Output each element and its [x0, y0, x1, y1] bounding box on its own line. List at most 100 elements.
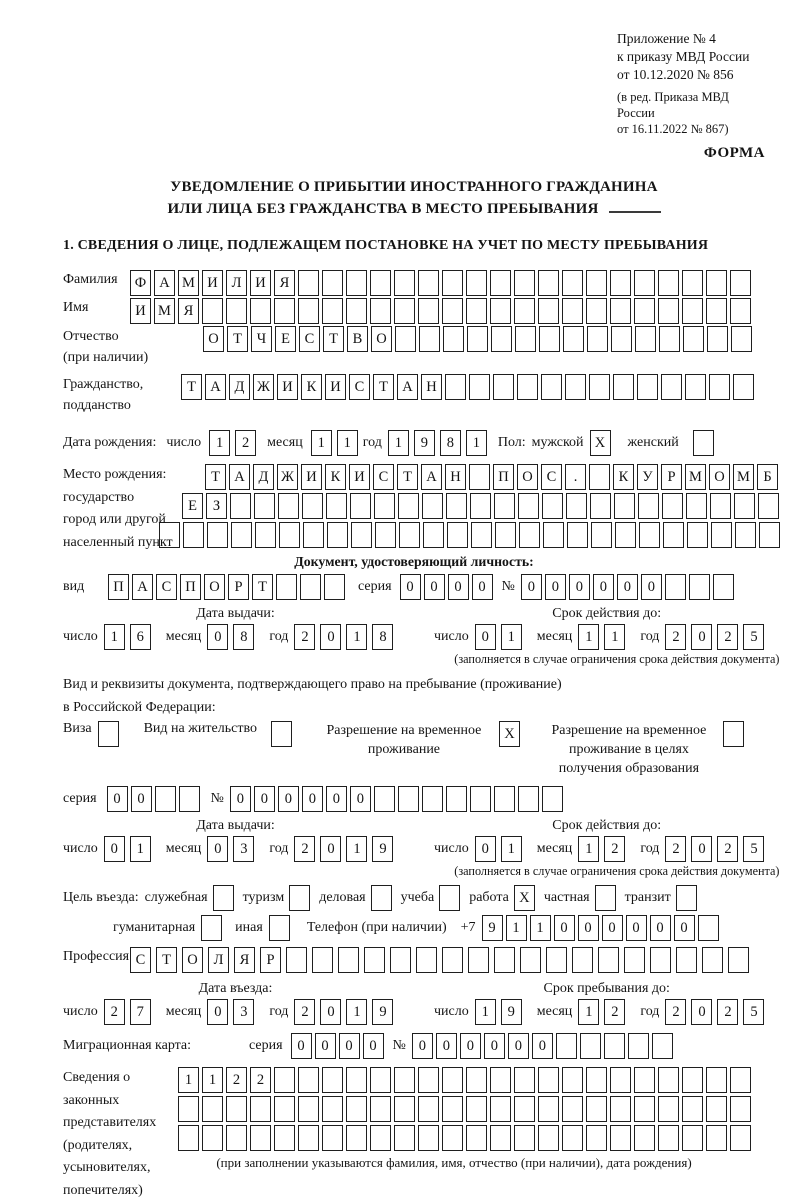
char-cell[interactable]: [274, 1067, 295, 1093]
char-cell[interactable]: Ж: [277, 464, 298, 490]
char-cell[interactable]: Т: [373, 374, 394, 400]
char-cell[interactable]: [518, 493, 539, 519]
char-cell[interactable]: 0: [320, 624, 341, 650]
char-cell[interactable]: [682, 1096, 703, 1122]
char-cell[interactable]: 0: [554, 915, 575, 941]
char-cell[interactable]: 2: [294, 999, 315, 1025]
char-cell[interactable]: С: [299, 326, 320, 352]
char-cell[interactable]: [546, 947, 567, 973]
char-cell[interactable]: [466, 1096, 487, 1122]
char-cell[interactable]: [302, 493, 323, 519]
char-cell[interactable]: 9: [414, 430, 435, 456]
char-cell[interactable]: [202, 1125, 223, 1151]
char-cell[interactable]: [394, 1067, 415, 1093]
char-cell[interactable]: [624, 947, 645, 973]
char-cell[interactable]: [250, 1096, 271, 1122]
char-cell[interactable]: [322, 1067, 343, 1093]
char-cell[interactable]: 1: [346, 836, 367, 862]
char-cell[interactable]: 0: [691, 836, 712, 862]
char-cell[interactable]: [586, 1125, 607, 1151]
char-cell[interactable]: 1: [346, 624, 367, 650]
char-cell[interactable]: 0: [278, 786, 299, 812]
char-cell[interactable]: [685, 374, 706, 400]
char-cell[interactable]: [538, 1067, 559, 1093]
checkbox-transit[interactable]: [676, 885, 697, 911]
char-cell[interactable]: [610, 270, 631, 296]
char-cell[interactable]: 2: [235, 430, 256, 456]
char-cell[interactable]: [658, 298, 679, 324]
char-cell[interactable]: 1: [178, 1067, 199, 1093]
char-cell[interactable]: П: [180, 574, 201, 600]
char-cell[interactable]: [604, 1033, 625, 1059]
char-cell[interactable]: [494, 786, 515, 812]
char-cell[interactable]: [733, 374, 754, 400]
char-cell[interactable]: [638, 493, 659, 519]
char-cell[interactable]: [350, 493, 371, 519]
char-cell[interactable]: М: [685, 464, 706, 490]
char-cell[interactable]: 0: [320, 999, 341, 1025]
char-cell[interactable]: [683, 326, 704, 352]
char-cell[interactable]: О: [517, 464, 538, 490]
char-cell[interactable]: 0: [230, 786, 251, 812]
char-cell[interactable]: 2: [665, 999, 686, 1025]
char-cell[interactable]: [730, 298, 751, 324]
char-cell[interactable]: 9: [372, 836, 393, 862]
char-cell[interactable]: [542, 786, 563, 812]
char-cell[interactable]: 3: [233, 836, 254, 862]
char-cell[interactable]: [676, 947, 697, 973]
char-cell[interactable]: Я: [274, 270, 295, 296]
char-cell[interactable]: [442, 1067, 463, 1093]
char-cell[interactable]: Т: [227, 326, 248, 352]
char-cell[interactable]: 9: [501, 999, 522, 1025]
char-cell[interactable]: [395, 326, 416, 352]
char-cell[interactable]: 2: [717, 999, 738, 1025]
char-cell[interactable]: [662, 493, 683, 519]
char-cell[interactable]: [538, 298, 559, 324]
char-cell[interactable]: 0: [291, 1033, 312, 1059]
char-cell[interactable]: О: [204, 574, 225, 600]
char-cell[interactable]: [370, 1096, 391, 1122]
char-cell[interactable]: [351, 522, 372, 548]
checkbox-female[interactable]: [693, 430, 714, 456]
char-cell[interactable]: [422, 786, 443, 812]
char-cell[interactable]: 1: [388, 430, 409, 456]
char-cell[interactable]: И: [277, 374, 298, 400]
char-cell[interactable]: [278, 493, 299, 519]
char-cell[interactable]: 1: [530, 915, 551, 941]
char-cell[interactable]: 1: [346, 999, 367, 1025]
char-cell[interactable]: 2: [294, 624, 315, 650]
char-cell[interactable]: 0: [400, 574, 421, 600]
char-cell[interactable]: .: [565, 464, 586, 490]
char-cell[interactable]: 5: [743, 624, 764, 650]
char-cell[interactable]: [467, 326, 488, 352]
char-cell[interactable]: О: [182, 947, 203, 973]
char-cell[interactable]: [567, 522, 588, 548]
char-cell[interactable]: О: [371, 326, 392, 352]
char-cell[interactable]: [298, 298, 319, 324]
char-cell[interactable]: [322, 298, 343, 324]
char-cell[interactable]: [179, 786, 200, 812]
char-cell[interactable]: [274, 1096, 295, 1122]
char-cell[interactable]: Е: [275, 326, 296, 352]
char-cell[interactable]: [364, 947, 385, 973]
char-cell[interactable]: [346, 1125, 367, 1151]
char-cell[interactable]: [418, 1125, 439, 1151]
char-cell[interactable]: Н: [445, 464, 466, 490]
char-cell[interactable]: 2: [665, 624, 686, 650]
char-cell[interactable]: Т: [323, 326, 344, 352]
char-cell[interactable]: 0: [521, 574, 542, 600]
char-cell[interactable]: 1: [104, 624, 125, 650]
char-cell[interactable]: [346, 1096, 367, 1122]
char-cell[interactable]: 0: [460, 1033, 481, 1059]
char-cell[interactable]: А: [154, 270, 175, 296]
char-cell[interactable]: 2: [717, 624, 738, 650]
char-cell[interactable]: [542, 493, 563, 519]
char-cell[interactable]: [709, 374, 730, 400]
char-cell[interactable]: 0: [424, 574, 445, 600]
char-cell[interactable]: [326, 493, 347, 519]
char-cell[interactable]: [611, 326, 632, 352]
char-cell[interactable]: 0: [475, 836, 496, 862]
char-cell[interactable]: [562, 270, 583, 296]
char-cell[interactable]: [468, 947, 489, 973]
char-cell[interactable]: 1: [578, 999, 599, 1025]
